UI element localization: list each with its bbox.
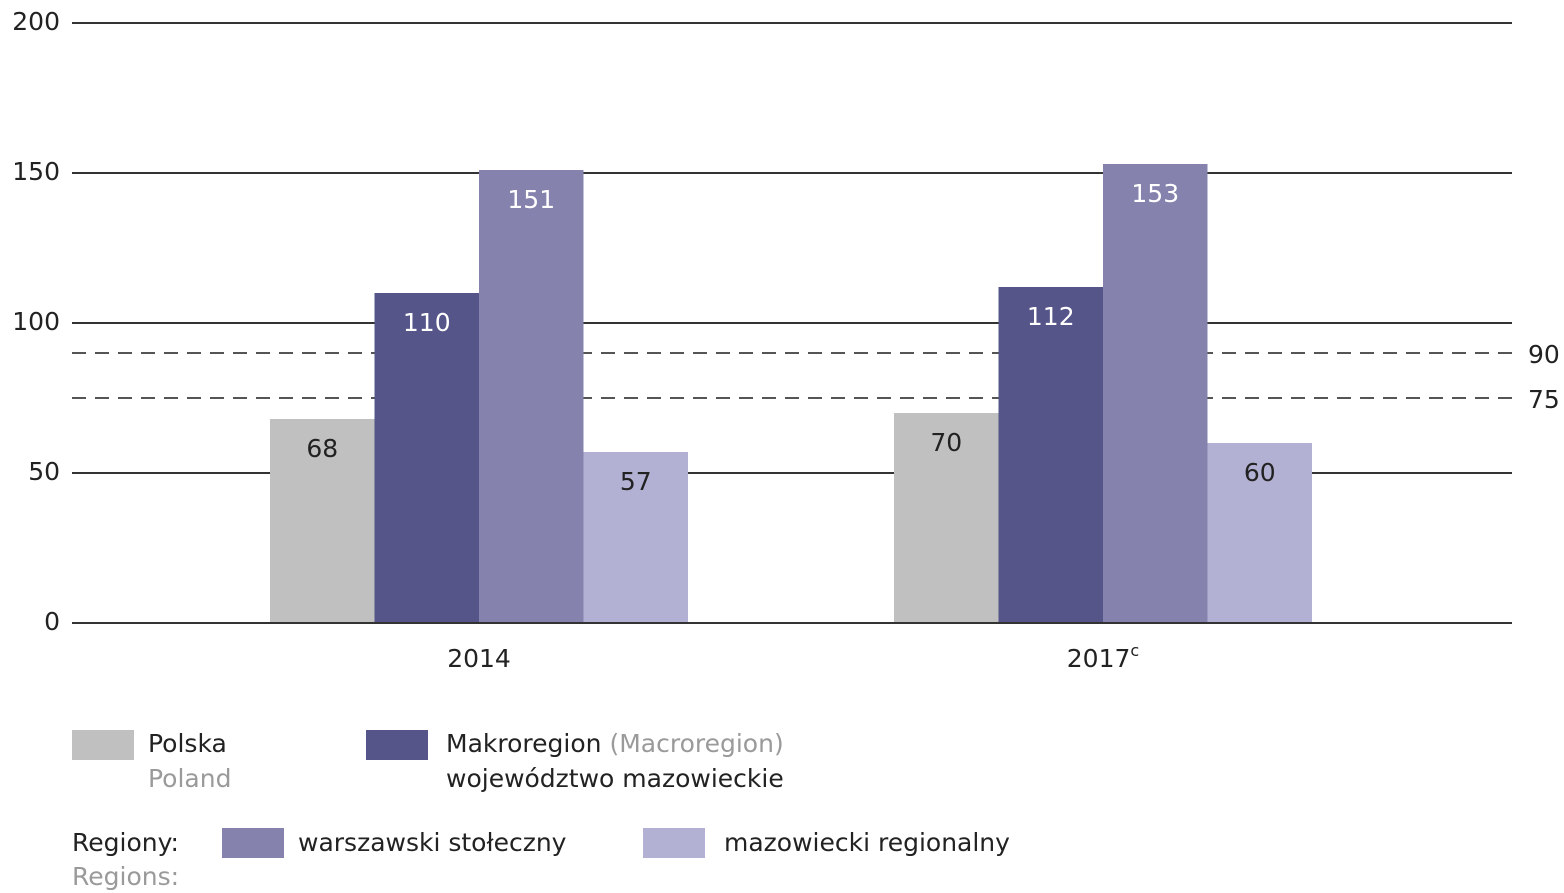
bar — [1103, 164, 1208, 623]
bar — [998, 287, 1103, 623]
legend-label: mazowiecki regionalny — [724, 828, 1010, 857]
bar — [894, 413, 999, 623]
y-tick-label: 200 — [12, 7, 60, 36]
y-tick-label: 50 — [28, 457, 60, 486]
reference-label: 90 — [1528, 340, 1560, 369]
value-label: 60 — [1244, 458, 1276, 487]
category: 2017 — [1067, 644, 1131, 673]
legend-group-en: (Macroregion) — [609, 729, 783, 758]
value-label: 153 — [1131, 179, 1179, 208]
bar — [1207, 443, 1312, 623]
category-note: c — [1130, 641, 1139, 660]
bar — [583, 452, 688, 623]
legend-label: Polska — [148, 729, 227, 758]
legend-swatch — [222, 828, 284, 858]
y-tick-label: 0 — [44, 607, 60, 636]
y-tick-label: 100 — [12, 307, 60, 336]
bar — [374, 293, 479, 623]
reference-label: 75 — [1528, 385, 1560, 414]
legend-swatch — [366, 730, 428, 760]
category: 2014 — [447, 644, 511, 673]
legend-label: warszawski stołeczny — [298, 828, 567, 857]
value-label: 151 — [507, 185, 555, 214]
value-label: 68 — [306, 434, 338, 463]
x-tick-label: 2017c — [1067, 641, 1139, 674]
y-tick-label: 150 — [12, 157, 60, 186]
x-tick-label: 2014 — [447, 644, 511, 673]
bars — [270, 164, 1312, 623]
legend-swatch — [643, 828, 705, 858]
regions-label: Regiony: — [72, 828, 179, 857]
value-label: 112 — [1027, 302, 1075, 331]
regions-label-en: Regions: — [72, 862, 179, 891]
value-label: 110 — [403, 308, 451, 337]
legend-group: Makroregion (Macroregion) — [446, 729, 784, 758]
value-label: 57 — [620, 467, 652, 496]
bar — [479, 170, 584, 623]
value-label: 70 — [930, 428, 962, 457]
legend-label-en: Poland — [148, 764, 231, 793]
legend-group-pl: Makroregion — [446, 729, 601, 758]
legend-swatch — [72, 730, 134, 760]
bar — [270, 419, 375, 623]
legend-label: województwo mazowieckie — [446, 764, 784, 793]
